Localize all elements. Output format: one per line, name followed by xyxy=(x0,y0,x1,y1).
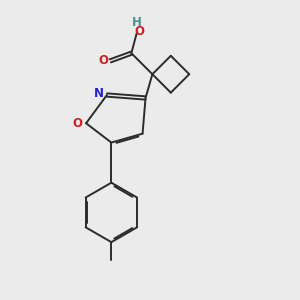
Text: O: O xyxy=(73,117,83,130)
Text: O: O xyxy=(134,25,144,38)
Text: O: O xyxy=(99,54,109,67)
Text: H: H xyxy=(132,16,142,28)
Text: N: N xyxy=(94,87,103,100)
